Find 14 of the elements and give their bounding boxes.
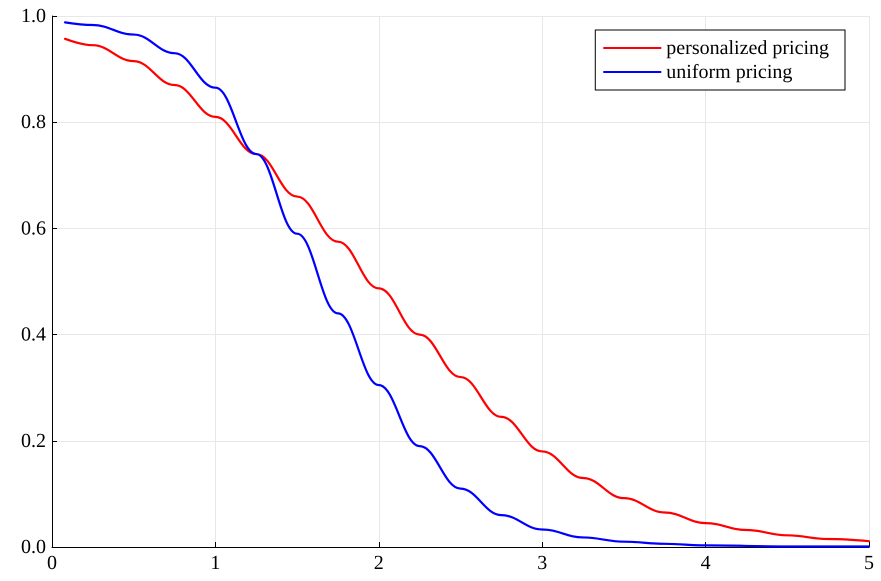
x-tick-label: 0 xyxy=(47,552,57,574)
x-tick-label: 5 xyxy=(864,552,874,574)
y-tick-label: 1.0 xyxy=(21,5,46,27)
legend-label: personalized pricing xyxy=(666,37,830,59)
legend-label: uniform pricing xyxy=(666,61,792,83)
y-tick-label: 0.0 xyxy=(21,536,46,558)
x-tick-label: 1 xyxy=(210,552,220,574)
x-tick-label: 2 xyxy=(374,552,384,574)
y-tick-label: 0.2 xyxy=(21,430,46,452)
y-tick-label: 0.8 xyxy=(21,111,46,134)
x-tick-label: 4 xyxy=(700,552,711,574)
y-tick-label: 0.6 xyxy=(21,217,46,240)
x-tick-label: 3 xyxy=(537,552,548,574)
y-tick-label: 0.4 xyxy=(21,324,46,346)
